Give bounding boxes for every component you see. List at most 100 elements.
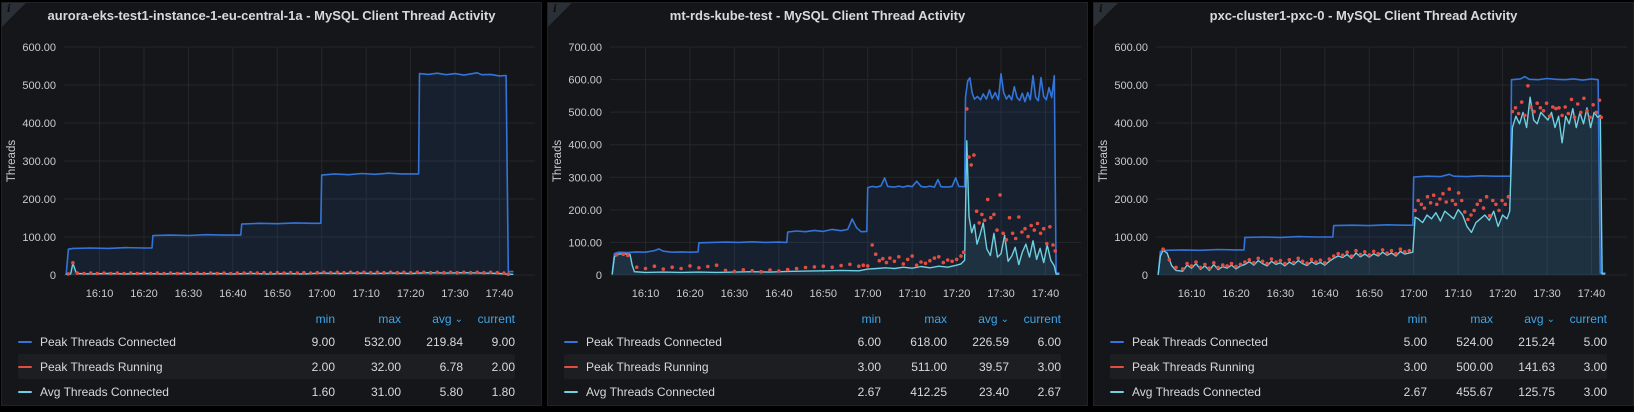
y-tick-label: 300.00 xyxy=(568,172,602,184)
x-tick-label: 17:30 xyxy=(1533,288,1561,300)
legend-row-peak-threads-running[interactable]: Peak Threads Running 3.00 500.00 141.63 … xyxy=(1110,354,1607,379)
series-color-swatch xyxy=(564,365,578,368)
peak-threads-running-point xyxy=(1469,213,1473,217)
peak-threads-running-point xyxy=(1431,193,1436,197)
legend-col-min[interactable]: min xyxy=(861,312,881,326)
peak-threads-running-point xyxy=(188,271,193,276)
peak-threads-running-point xyxy=(1038,231,1043,236)
peak-threads-running-point xyxy=(972,153,976,157)
panel-title[interactable]: aurora-eks-test1-instance-1-eu-central-1… xyxy=(47,8,496,23)
x-tick-label: 16:10 xyxy=(86,288,114,300)
peak-threads-running-point xyxy=(1225,264,1229,268)
peak-threads-running-point xyxy=(1314,260,1318,264)
peak-threads-running-point xyxy=(1422,206,1427,210)
y-tick-label: 100.00 xyxy=(22,232,56,244)
legend-row-avg-threads-connected[interactable]: Avg Threads Connected 1.60 31.00 5.80 1.… xyxy=(18,379,515,404)
peak-threads-running-point xyxy=(1472,208,1476,213)
legend-col-max[interactable]: max xyxy=(924,312,947,326)
info-icon: i xyxy=(1099,4,1103,15)
max-value: 618.00 xyxy=(910,334,947,349)
peak-threads-running-point xyxy=(1516,111,1521,116)
peak-threads-running-point xyxy=(495,270,500,275)
series-toggle[interactable]: Avg Threads Connected xyxy=(18,385,271,399)
legend-col-avg[interactable]: avg ⌄ xyxy=(432,312,463,326)
peak-threads-running-point xyxy=(794,266,799,271)
legend-col-avg[interactable]: avg ⌄ xyxy=(1524,312,1555,326)
chart-canvas[interactable]: 0 100.00 200.00 300.00 400.00 500.00 600.00 16:… xyxy=(1094,29,1633,307)
series-label: Avg Threads Connected xyxy=(1132,384,1261,399)
legend-col-min[interactable]: min xyxy=(315,312,335,326)
peak-threads-running-point xyxy=(1526,84,1530,88)
chart-canvas[interactable]: 0 100.00 200.00 300.00 400.00 500.00 600.00 16:… xyxy=(2,29,541,307)
peak-threads-running-point xyxy=(905,257,910,262)
series-label: Peak Threads Running xyxy=(586,359,709,374)
panel-info-corner[interactable]: i xyxy=(548,3,572,27)
legend-col-current[interactable]: current xyxy=(1569,312,1607,326)
y-tick-label: 600.00 xyxy=(22,42,56,54)
panel-info-corner[interactable]: i xyxy=(2,3,26,27)
peak-threads-running-point xyxy=(1575,102,1580,106)
peak-threads-running-point xyxy=(969,163,973,167)
peak-threads-running-point xyxy=(1588,115,1592,120)
legend-col-max[interactable]: max xyxy=(378,312,401,326)
current-value: 2.67 xyxy=(1037,384,1061,399)
legend-row-avg-threads-connected[interactable]: Avg Threads Connected 2.67 455.67 125.75… xyxy=(1110,379,1607,404)
peak-threads-running-point xyxy=(1560,113,1564,118)
peak-threads-running-point xyxy=(989,215,993,220)
legend-row-peak-threads-connected[interactable]: Peak Threads Connected 6.00 618.00 226.5… xyxy=(564,329,1061,354)
panel-info-corner[interactable]: i xyxy=(1094,3,1118,27)
legend-row-avg-threads-connected[interactable]: Avg Threads Connected 2.67 412.25 23.40 … xyxy=(564,379,1061,404)
avg-threads-connected-fill xyxy=(612,140,1059,275)
legend-col-min[interactable]: min xyxy=(1407,312,1427,326)
legend-col-current[interactable]: current xyxy=(1023,312,1061,326)
avg-value: 219.84 xyxy=(426,334,463,349)
peak-threads-running-point xyxy=(335,270,340,275)
peak-threads-running-point xyxy=(115,271,120,275)
series-color-swatch xyxy=(18,365,32,368)
peak-threads-running-point xyxy=(1013,236,1018,241)
peak-threads-running-point xyxy=(1189,264,1194,268)
peak-threads-running-point xyxy=(422,270,426,275)
peak-threads-running-point xyxy=(1007,215,1012,220)
series-toggle[interactable]: Avg Threads Connected xyxy=(564,385,817,399)
peak-threads-running-point xyxy=(1456,191,1461,195)
panel-title[interactable]: mt-rds-kube-test - MySQL Client Thread A… xyxy=(669,8,966,23)
series-toggle[interactable]: Avg Threads Connected xyxy=(1110,385,1363,399)
series-label: Peak Threads Connected xyxy=(1132,334,1268,349)
peak-threads-running-point xyxy=(881,256,885,261)
series-toggle[interactable]: Peak Threads Running xyxy=(18,360,271,374)
peak-threads-running-point xyxy=(1554,106,1558,111)
peak-threads-running-point xyxy=(821,264,826,268)
legend-row-peak-threads-connected[interactable]: Peak Threads Connected 9.00 532.00 219.8… xyxy=(18,329,515,354)
legend-row-peak-threads-running[interactable]: Peak Threads Running 2.00 32.00 6.78 2.0… xyxy=(18,354,515,379)
current-value: 6.00 xyxy=(1037,334,1061,349)
legend-row-peak-threads-connected[interactable]: Peak Threads Connected 5.00 524.00 215.2… xyxy=(1110,329,1607,354)
peak-threads-running-point xyxy=(1252,261,1256,265)
x-tick-label: 17:10 xyxy=(1444,288,1472,300)
peak-threads-running-point xyxy=(785,267,790,272)
peak-threads-running-point xyxy=(255,271,260,275)
panel-title[interactable]: pxc-cluster1-pxc-0 - MySQL Client Thread… xyxy=(1209,8,1518,23)
peak-threads-running-point xyxy=(1538,106,1543,110)
series-toggle[interactable]: Peak Threads Connected xyxy=(564,335,817,349)
legend-row-peak-threads-running[interactable]: Peak Threads Running 3.00 511.00 39.57 3… xyxy=(564,354,1061,379)
peak-threads-running-point xyxy=(248,270,253,275)
series-toggle[interactable]: Peak Threads Connected xyxy=(18,335,271,349)
min-value: 2.67 xyxy=(857,384,881,399)
series-toggle[interactable]: Peak Threads Connected xyxy=(1110,335,1363,349)
x-tick-label: 16:30 xyxy=(175,288,203,300)
legend-col-max[interactable]: max xyxy=(1470,312,1493,326)
peak-threads-running-point xyxy=(1278,258,1283,263)
peak-threads-running-point xyxy=(1048,225,1052,229)
peak-threads-running-point xyxy=(1413,208,1417,213)
series-toggle[interactable]: Peak Threads Running xyxy=(564,360,817,374)
legend-col-current[interactable]: current xyxy=(477,312,515,326)
legend-header-row: min max avg ⌄ current xyxy=(18,309,515,329)
chart-canvas[interactable]: 0 100.00 200.00 300.00 400.00 500.00 600.00 700… xyxy=(548,29,1087,307)
peak-threads-running-point xyxy=(777,269,781,273)
series-toggle[interactable]: Peak Threads Running xyxy=(1110,360,1363,374)
peak-threads-running-point xyxy=(215,271,220,276)
legend-col-avg[interactable]: avg ⌄ xyxy=(978,312,1009,326)
avg-value: 23.40 xyxy=(978,384,1009,399)
peak-threads-running-point xyxy=(1265,261,1269,266)
